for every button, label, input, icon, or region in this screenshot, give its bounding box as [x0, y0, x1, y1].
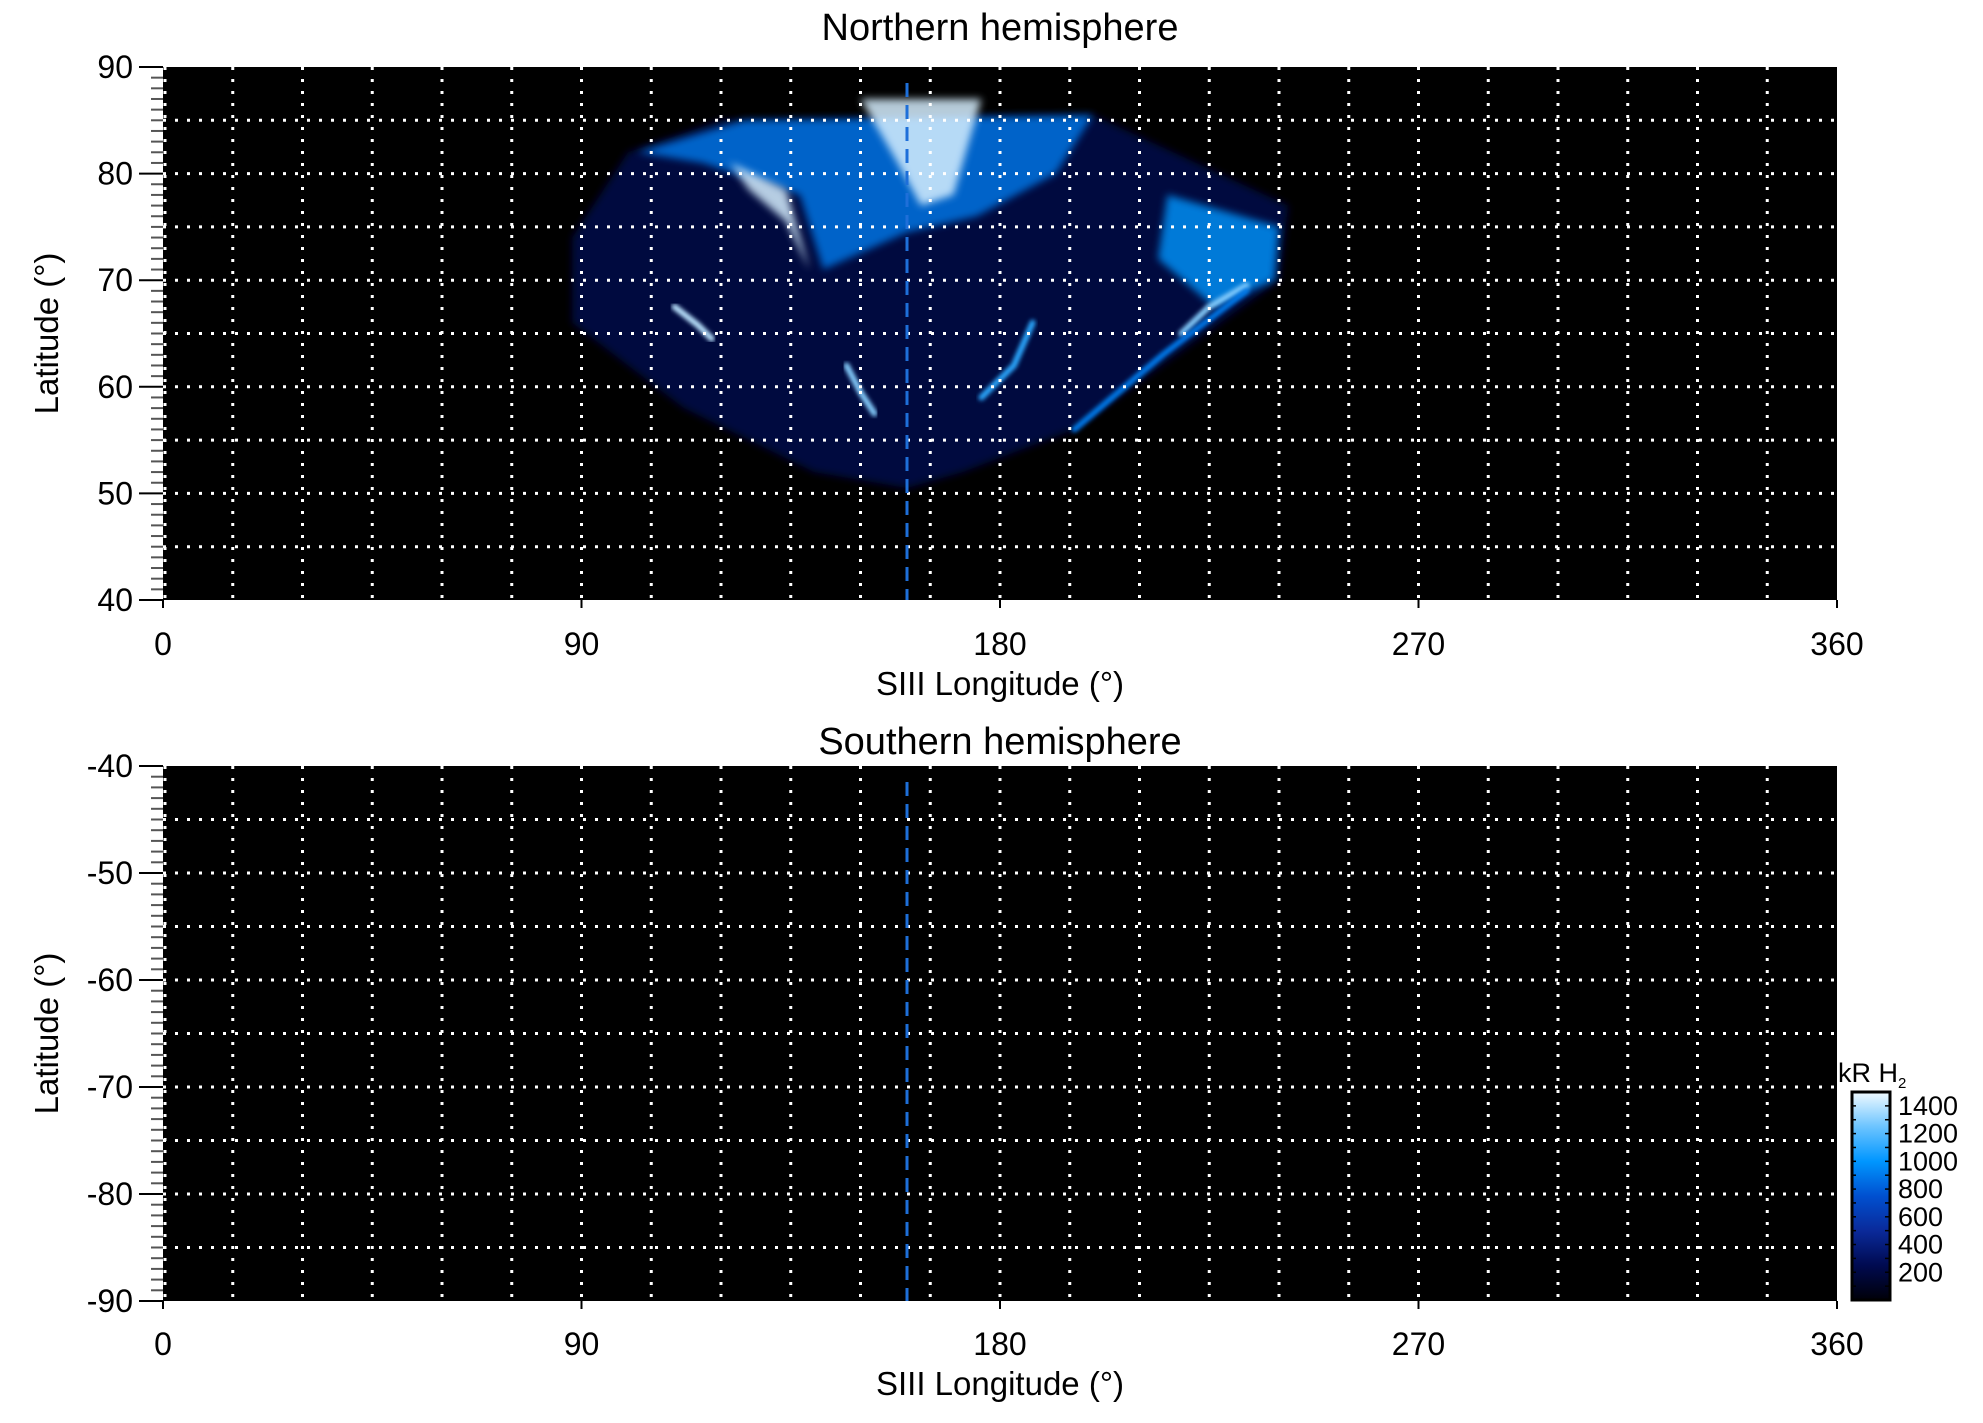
y-tick-label: 80 [97, 156, 133, 192]
y-tick-label: 40 [97, 582, 133, 618]
emission-arc [671, 303, 715, 342]
x-axis-label: SIII Longitude (°) [876, 665, 1124, 702]
colorbar-label-text: kR H [1838, 1058, 1898, 1088]
y-axis [139, 66, 163, 601]
colorbar-label: kR H2 [1838, 1058, 1906, 1092]
emission-region [1158, 194, 1279, 307]
x-tick-label: 360 [1810, 626, 1863, 662]
emission-region [572, 115, 1289, 489]
x-tick-label: 360 [1810, 1326, 1863, 1362]
southern-hemisphere-panel: -40 -50 -60 -70 -80 -90 0 90 180 270 360 Southern h… [28, 721, 1864, 1402]
x-tick-label: 0 [154, 1326, 172, 1362]
colorbar-tick-label: 1400 [1898, 1091, 1958, 1121]
y-tick-label: 60 [97, 369, 133, 405]
x-tick-label: 180 [973, 1326, 1026, 1362]
x-axis-label: SIII Longitude (°) [876, 1365, 1124, 1402]
grid [163, 67, 1837, 600]
x-tick-label: 0 [154, 626, 172, 662]
colorbar-gradient [1850, 1090, 1892, 1302]
y-axis [139, 765, 163, 1302]
x-tick-label: 180 [973, 626, 1026, 662]
emission-arc [1178, 282, 1250, 337]
y-tick-label: 50 [97, 475, 133, 511]
y-tick-label: -40 [87, 748, 133, 784]
y-tick-label: 90 [97, 49, 133, 85]
y-axis-label: Latitude (°) [28, 253, 65, 415]
panel-title: Southern hemisphere [818, 721, 1181, 763]
y-tick-label: -60 [87, 962, 133, 998]
colorbar-tick-label: 1200 [1898, 1119, 1958, 1149]
x-tick-label: 270 [1392, 1326, 1445, 1362]
y-axis-label: Latitude (°) [28, 953, 65, 1115]
emission-region [860, 99, 982, 206]
y-tick-label: 70 [97, 262, 133, 298]
y-tick-label: -90 [87, 1283, 133, 1319]
grid [163, 766, 1837, 1301]
panel-title: Northern hemisphere [822, 7, 1179, 49]
x-tick-label: 270 [1392, 626, 1445, 662]
colorbar-tick-label: 200 [1898, 1257, 1943, 1287]
y-tick-label: -70 [87, 1069, 133, 1105]
emission-arc [1071, 287, 1250, 433]
emission-region [730, 162, 810, 270]
colorbar-label-subscript: 2 [1898, 1075, 1906, 1092]
colorbar-tick-label: 1000 [1898, 1146, 1958, 1176]
northern-hemisphere-panel: 40 50 60 70 80 90 0 90 180 270 360 Northern hemisph… [28, 7, 1864, 702]
y-tick-label: -80 [87, 1176, 133, 1212]
x-tick-label: 90 [564, 626, 600, 662]
x-tick-label: 90 [564, 1326, 600, 1362]
colorbar-tick-label: 800 [1898, 1174, 1943, 1204]
colorbar-tick-label: 600 [1898, 1202, 1943, 1232]
colorbar-tick-label: 400 [1898, 1230, 1943, 1260]
emission-map [572, 99, 1289, 489]
y-tick-label: -50 [87, 855, 133, 891]
plot-area [163, 766, 1837, 1301]
emission-region [637, 115, 1093, 270]
